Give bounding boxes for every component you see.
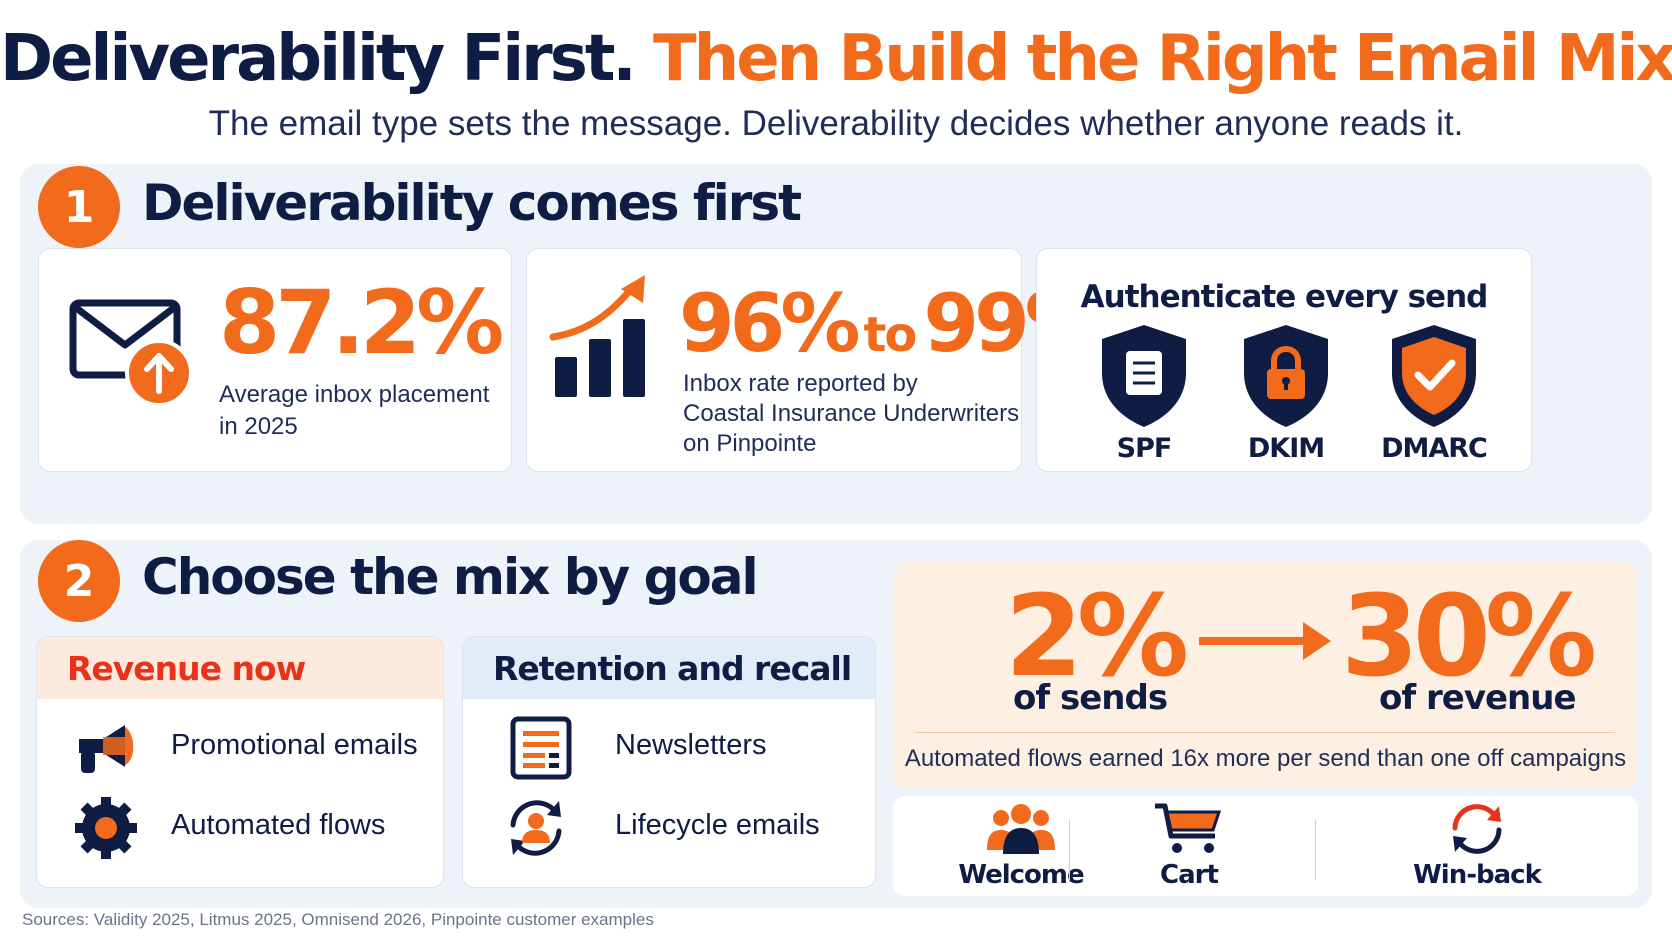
check-shield-icon	[1392, 325, 1476, 427]
sends-share-value: 2%	[1005, 572, 1189, 702]
promotional-emails-label: Promotional emails	[171, 729, 418, 761]
flow-types: Welcome Cart Win-back	[893, 796, 1638, 896]
description-line: on Pinpointe	[683, 430, 817, 457]
inbox-rate-description: Inbox rate reported by Coastal Insurance…	[683, 369, 1019, 459]
growth-bar-chart-icon	[549, 275, 645, 397]
sources-footnote: Sources: Validity 2025, Litmus 2025, Omn…	[22, 910, 654, 929]
dmarc-label: DMARC	[1381, 433, 1488, 464]
lock-shield-icon	[1244, 325, 1328, 427]
list-item: Lifecycle emails	[463, 789, 875, 859]
revenue-now-title: Revenue now	[37, 637, 443, 699]
spf-item: SPF	[1089, 321, 1199, 464]
description-line: Coastal Insurance Underwriters	[683, 400, 1020, 427]
authentication-card: Authenticate every send SPF DKIM	[1036, 248, 1532, 472]
page-title: Deliverability First. Then Build the Rig…	[0, 22, 1672, 96]
revenue-share-value: 30%	[1341, 572, 1597, 702]
inbox-placement-value: 87.2%	[219, 271, 504, 374]
retention-title: Retention and recall	[463, 637, 875, 699]
inbox-rate-joiner: to	[863, 307, 917, 363]
description-line: Inbox rate reported by	[683, 370, 918, 397]
newsletter-icon	[510, 716, 572, 780]
section-heading-2: Choose the mix by goal	[142, 548, 759, 606]
revenue-share-caption: of revenue	[1379, 678, 1577, 718]
cart-icon	[1155, 803, 1222, 853]
flow-welcome: Welcome	[921, 802, 1121, 890]
inbox-placement-card: 87.2% Average inbox placement in 2025	[38, 248, 512, 472]
divider	[1069, 820, 1070, 880]
inbox-rate-from: 96%	[679, 277, 860, 370]
divider	[1315, 820, 1316, 880]
title-part-1: Deliverability First.	[0, 22, 637, 96]
list-item: Automated flows	[37, 789, 443, 859]
inbox-rate-card: 96% to 99% Inbox rate reported by Coastal …	[526, 248, 1105, 472]
section-number-2: 2	[38, 540, 120, 622]
megaphone-icon	[79, 725, 134, 773]
page-subtitle: The email type sets the message. Deliver…	[208, 104, 1464, 143]
section-heading-1: Deliverability comes first	[142, 174, 802, 232]
dkim-item: DKIM	[1231, 321, 1341, 464]
lifecycle-user-icon	[510, 800, 562, 856]
revenue-now-card: Revenue now Promotional emails	[36, 636, 444, 888]
envelope-arrow-up-icon	[69, 299, 193, 407]
group-users-icon	[987, 804, 1055, 854]
sends-share-caption: of sends	[1013, 678, 1168, 718]
list-item: Newsletters	[463, 709, 875, 780]
dmarc-item: DMARC	[1379, 321, 1489, 464]
automation-note: Automated flows earned 16x more per send…	[904, 745, 1627, 772]
arrow-right-icon	[1199, 622, 1331, 660]
title-part-2: Then Build the Right Email Mix	[653, 22, 1672, 96]
retention-card: Retention and recall Newsletters	[462, 636, 876, 888]
automated-flows-label: Automated flows	[171, 809, 386, 841]
newsletters-label: Newsletters	[615, 729, 767, 761]
document-shield-icon	[1102, 325, 1186, 427]
win-back-label: Win-back	[1413, 860, 1542, 890]
list-item: Promotional emails	[37, 709, 443, 779]
inbox-placement-description: Average inbox placement in 2025	[219, 379, 489, 443]
spf-label: SPF	[1116, 433, 1173, 464]
lifecycle-emails-label: Lifecycle emails	[615, 809, 820, 841]
dkim-label: DKIM	[1247, 433, 1325, 464]
description-line: in 2025	[219, 413, 298, 440]
refresh-icon	[1452, 804, 1502, 854]
flow-win-back: Win-back	[1377, 802, 1577, 890]
gear-icon	[75, 797, 137, 859]
description-line: Average inbox placement	[219, 381, 490, 408]
flow-cart: Cart	[1089, 802, 1289, 890]
cart-label: Cart	[1160, 860, 1219, 890]
automation-stat-box: 2% of sends 30% of revenue Automated flo…	[893, 562, 1638, 788]
welcome-label: Welcome	[958, 860, 1084, 890]
divider	[915, 732, 1615, 733]
section-number-1: 1	[38, 166, 120, 248]
authentication-title: Authenticate every send	[1080, 279, 1489, 315]
deliverability-panel: 1 Deliverability comes first 87.2% Avera…	[20, 164, 1652, 524]
